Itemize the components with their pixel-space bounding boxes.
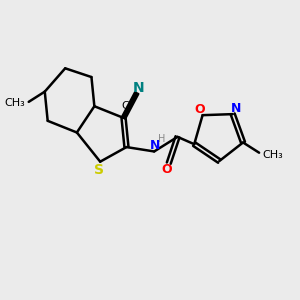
Text: H: H [158, 134, 165, 144]
Text: N: N [132, 81, 144, 95]
Text: CH₃: CH₃ [4, 98, 25, 108]
Text: N: N [150, 139, 160, 152]
Text: O: O [194, 103, 205, 116]
Text: CH₃: CH₃ [262, 150, 284, 160]
Text: S: S [94, 163, 104, 177]
Text: O: O [161, 163, 172, 176]
Text: C: C [121, 100, 129, 110]
Text: N: N [230, 102, 241, 115]
